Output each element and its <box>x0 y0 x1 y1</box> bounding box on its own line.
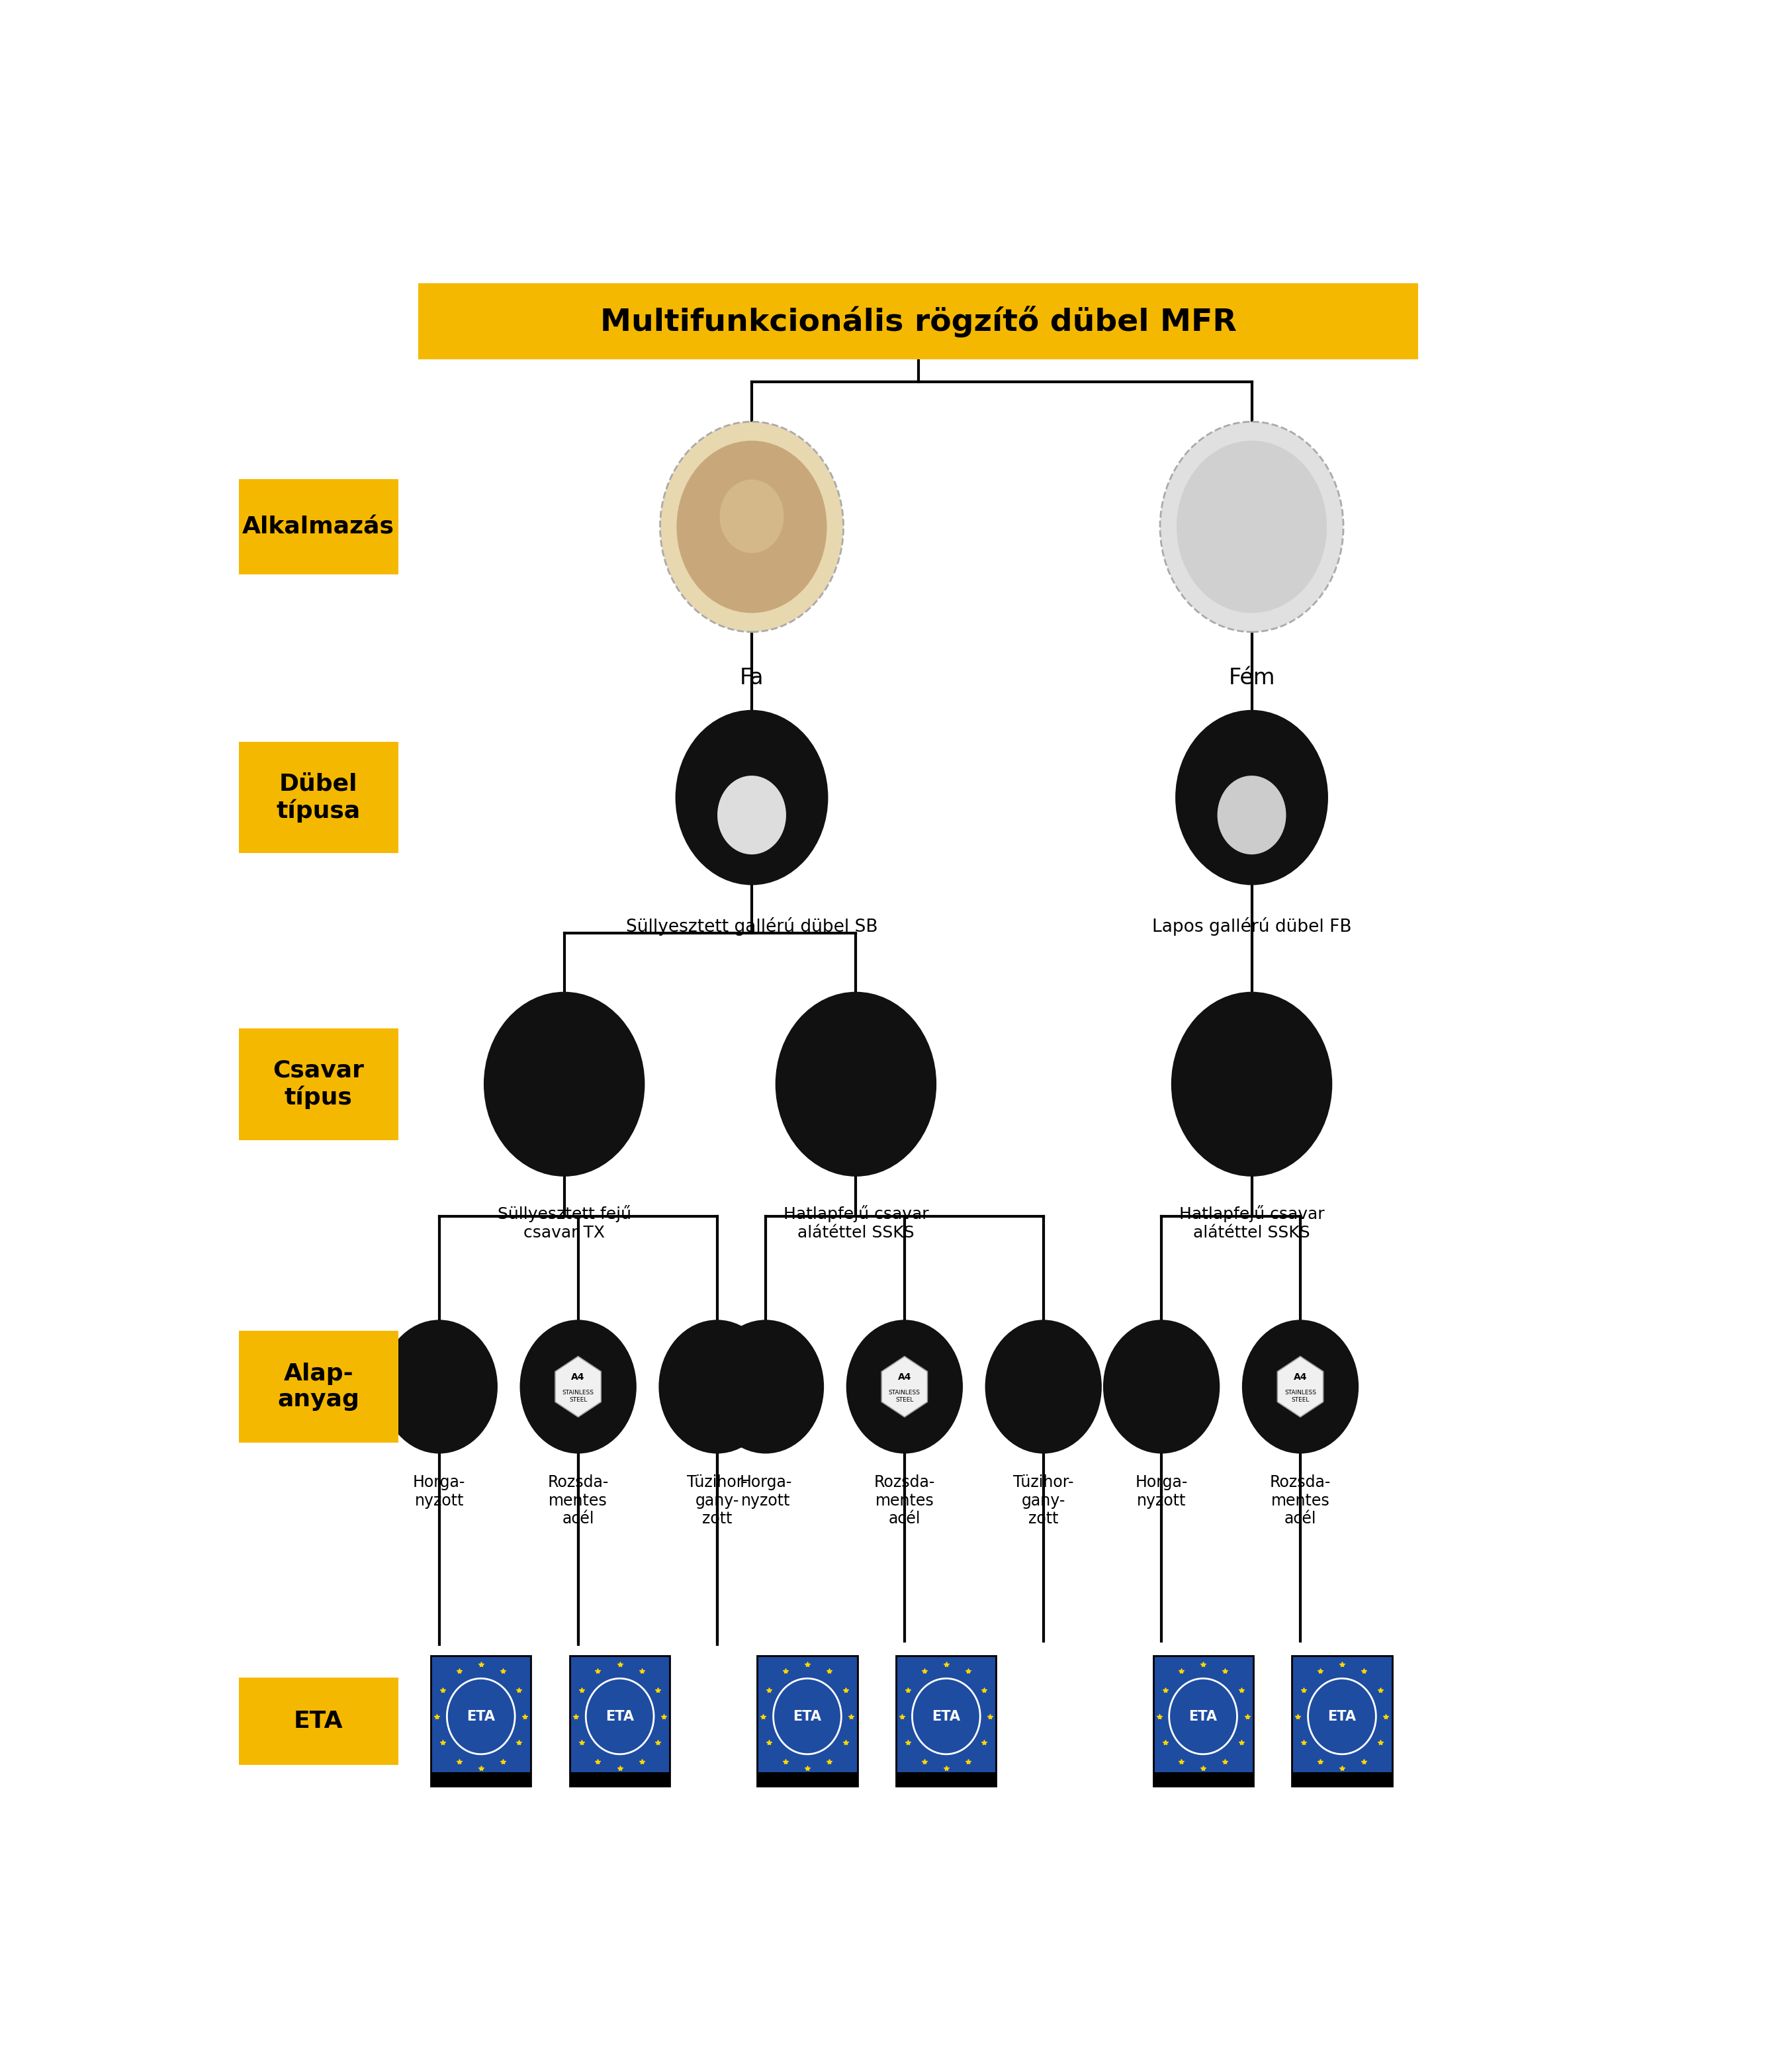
Circle shape <box>708 1319 824 1454</box>
Text: Horga-
nyzott: Horga- nyzott <box>740 1474 792 1508</box>
Text: ETA: ETA <box>294 1710 342 1733</box>
Polygon shape <box>882 1357 928 1417</box>
Text: ETA: ETA <box>466 1710 495 1723</box>
FancyBboxPatch shape <box>238 480 398 575</box>
Circle shape <box>1242 1319 1358 1454</box>
Circle shape <box>1104 1319 1220 1454</box>
Text: Csavar
típus: Csavar típus <box>272 1059 364 1108</box>
FancyBboxPatch shape <box>238 1332 398 1443</box>
FancyBboxPatch shape <box>238 1677 398 1764</box>
Text: Fém: Fém <box>1228 668 1276 689</box>
Text: Rozsda-
mentes
acél: Rozsda- mentes acél <box>874 1474 935 1526</box>
Circle shape <box>1176 709 1328 885</box>
Text: Rozsda-
mentes
acél: Rozsda- mentes acél <box>1271 1474 1331 1526</box>
Text: ETA: ETA <box>1188 1710 1217 1723</box>
FancyBboxPatch shape <box>1152 1772 1253 1787</box>
Circle shape <box>677 440 826 612</box>
Text: A4: A4 <box>1294 1373 1306 1381</box>
FancyBboxPatch shape <box>430 1772 530 1787</box>
Circle shape <box>1172 993 1331 1177</box>
Text: Horga-
nyzott: Horga- nyzott <box>412 1474 466 1508</box>
FancyBboxPatch shape <box>1152 1656 1253 1787</box>
Circle shape <box>846 1319 962 1454</box>
Polygon shape <box>1278 1357 1322 1417</box>
FancyBboxPatch shape <box>238 1028 398 1139</box>
Circle shape <box>382 1319 498 1454</box>
Circle shape <box>1159 422 1344 633</box>
Text: STAINLESS
STEEL: STAINLESS STEEL <box>1285 1390 1315 1402</box>
FancyBboxPatch shape <box>570 1772 670 1787</box>
Text: Süllyesztett gallérú dübel SB: Süllyesztett gallérú dübel SB <box>625 916 878 935</box>
Text: ETA: ETA <box>606 1710 634 1723</box>
Text: Dübel
típusa: Dübel típusa <box>276 773 360 823</box>
Circle shape <box>659 422 844 633</box>
Text: Multifunkcionális rögzítő dübel MFR: Multifunkcionális rögzítő dübel MFR <box>600 306 1236 337</box>
Circle shape <box>1177 440 1326 612</box>
FancyBboxPatch shape <box>238 742 398 854</box>
Text: STAINLESS
STEEL: STAINLESS STEEL <box>889 1390 921 1402</box>
Text: ETA: ETA <box>1328 1710 1357 1723</box>
FancyBboxPatch shape <box>758 1772 857 1787</box>
FancyBboxPatch shape <box>430 1656 530 1787</box>
Circle shape <box>776 993 937 1177</box>
Circle shape <box>1217 776 1287 854</box>
Text: Fa: Fa <box>740 668 763 689</box>
Text: A4: A4 <box>572 1373 584 1381</box>
Text: Rozsda-
mentes
acél: Rozsda- mentes acél <box>548 1474 609 1526</box>
Circle shape <box>484 993 645 1177</box>
Text: STAINLESS
STEEL: STAINLESS STEEL <box>563 1390 593 1402</box>
FancyBboxPatch shape <box>419 283 1419 360</box>
Text: Lapos gallérú dübel FB: Lapos gallérú dübel FB <box>1152 916 1351 935</box>
Circle shape <box>520 1319 636 1454</box>
Text: A4: A4 <box>898 1373 912 1381</box>
FancyBboxPatch shape <box>1292 1772 1392 1787</box>
FancyBboxPatch shape <box>570 1656 670 1787</box>
Text: ETA: ETA <box>794 1710 821 1723</box>
Polygon shape <box>556 1357 600 1417</box>
Text: Süllyesztett fejű
csavar TX: Süllyesztett fejű csavar TX <box>498 1206 631 1241</box>
Circle shape <box>676 709 828 885</box>
Circle shape <box>720 480 783 552</box>
Circle shape <box>659 1319 776 1454</box>
Text: Tüzihor-
gany-
zott: Tüzihor- gany- zott <box>1012 1474 1073 1526</box>
Text: Tüzihor-
gany-
zott: Tüzihor- gany- zott <box>686 1474 747 1526</box>
Circle shape <box>986 1319 1102 1454</box>
Text: Alap-
anyag: Alap- anyag <box>278 1363 360 1410</box>
Text: ETA: ETA <box>932 1710 961 1723</box>
FancyBboxPatch shape <box>758 1656 857 1787</box>
Circle shape <box>717 776 787 854</box>
Text: Hatlapfejű csavar
alátéttel SSKS: Hatlapfejű csavar alátéttel SSKS <box>1179 1206 1324 1241</box>
FancyBboxPatch shape <box>896 1656 996 1787</box>
Text: Horga-
nyzott: Horga- nyzott <box>1134 1474 1188 1508</box>
FancyBboxPatch shape <box>896 1772 996 1787</box>
Text: Alkalmazás: Alkalmazás <box>242 515 394 538</box>
Text: Hatlapfejű csavar
alátéttel SSKS: Hatlapfejű csavar alátéttel SSKS <box>783 1206 928 1241</box>
FancyBboxPatch shape <box>1292 1656 1392 1787</box>
